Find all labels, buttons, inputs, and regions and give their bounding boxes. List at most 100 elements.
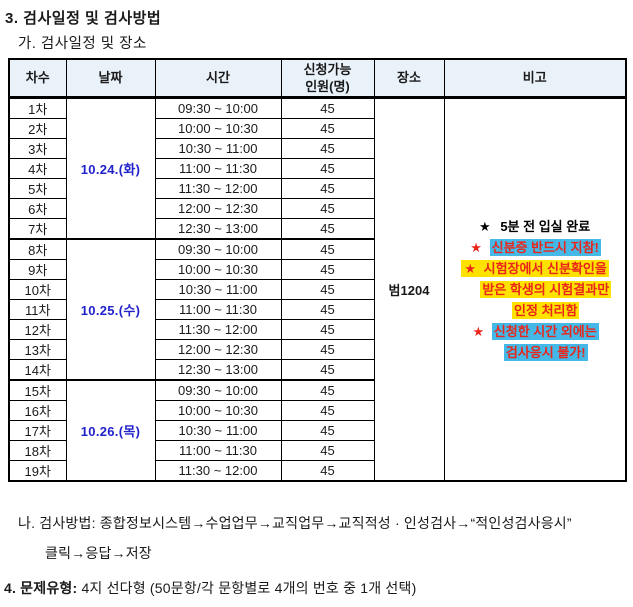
time-cell: 10:30 ~ 11:00: [154, 278, 282, 300]
date-cell: 10.25.(수): [65, 237, 156, 380]
capacity-cell: 45: [280, 258, 375, 280]
table-row: 1차 10.24.(화) 09:30 ~ 10:00 45 범1204 ★ 5분 전 입실 …: [8, 96, 627, 481]
time-cell: 11:00 ~ 11:30: [154, 157, 282, 179]
round-cell: 18차: [8, 439, 67, 461]
capacity-cell: 45: [280, 338, 375, 360]
table-row: 6차 12:00 ~ 12:30 45: [8, 197, 626, 219]
remark-line: 받은 학생의 시험결과만: [445, 279, 626, 300]
time-cell: 11:30 ~ 12:00: [154, 459, 282, 481]
table-row: 17차 10:30 ~ 11:00 45: [8, 419, 626, 441]
header-remarks: 비고: [443, 58, 627, 99]
question-type-text: 4지 선다형 (50문항/각 문항별로 4개의 번호 중 1개 선택): [77, 580, 417, 596]
capacity-cell: 45: [280, 117, 375, 139]
round-cell: 16차: [8, 399, 67, 421]
time-cell: 11:30 ~ 12:00: [154, 177, 282, 199]
table-row: 14차 12:30 ~ 13:00 45: [8, 358, 626, 380]
header-location: 장소: [373, 58, 445, 99]
capacity-cell: 45: [280, 96, 375, 119]
remarks-cell: ★ 5분 전 입실 완료 ★ 신분증 반드시 지참! ★ 시험장에서 신분확인을 받은 학생…: [443, 96, 627, 481]
header-row: 차수 날짜 시간 신청가능 인원(명) 장소 비고: [8, 58, 627, 99]
time-cell: 10:00 ~ 10:30: [154, 117, 282, 139]
capacity-cell: 45: [280, 157, 375, 179]
header-time: 시간: [154, 58, 282, 99]
time-cell: 12:30 ~ 13:00: [154, 217, 282, 239]
star-icon: ★: [470, 239, 482, 255]
capacity-cell: 45: [280, 459, 375, 481]
table-row: 7차 12:30 ~ 13:00 45: [8, 217, 626, 239]
round-cell: 2차: [8, 117, 67, 139]
round-cell: 7차: [8, 217, 67, 239]
section-title: 3. 검사일정 및 검사방법: [5, 10, 162, 27]
date-cell: 10.26.(목): [65, 378, 156, 481]
time-cell: 11:00 ~ 11:30: [154, 439, 282, 461]
table-row: 5차 11:30 ~ 12:00 45: [8, 177, 626, 199]
capacity-cell: 45: [280, 137, 375, 159]
table-row: 3차 10:30 ~ 11:00 45: [8, 137, 626, 159]
round-cell: 1차: [8, 96, 67, 119]
method-line-2: 클릭→응답→저장: [45, 545, 152, 561]
star-icon: ★: [479, 218, 491, 234]
time-cell: 12:00 ~ 12:30: [154, 338, 282, 360]
time-cell: 12:00 ~ 12:30: [154, 197, 282, 219]
table-row: 18차 11:00 ~ 11:30 45: [8, 439, 626, 461]
round-cell: 19차: [8, 459, 67, 481]
round-cell: 14차: [8, 358, 67, 380]
round-cell: 13차: [8, 338, 67, 360]
round-cell: 5차: [8, 177, 67, 199]
table-row: 13차 12:00 ~ 12:30 45: [8, 338, 626, 360]
remark-text: 시험장에서 신분확인을: [483, 260, 607, 276]
table-row: 12차 11:30 ~ 12:00 45: [8, 318, 626, 340]
capacity-cell: 45: [280, 419, 375, 441]
capacity-cell: 45: [280, 298, 375, 320]
table-row: 19차 11:30 ~ 12:00 45: [8, 459, 626, 481]
capacity-cell: 45: [280, 217, 375, 239]
remark-text: 신청한 시간 외에는: [491, 322, 599, 340]
star-icon: ★: [472, 323, 485, 339]
remark-line: ★ 시험장에서 신분확인을: [445, 258, 626, 279]
header-date: 날짜: [65, 58, 156, 99]
time-cell: 09:30 ~ 10:00: [154, 378, 282, 401]
table-row: 15차 10.26.(목) 09:30 ~ 10:00 45: [8, 378, 626, 481]
time-cell: 09:30 ~ 10:00: [154, 96, 282, 119]
time-cell: 10:00 ~ 10:30: [154, 258, 282, 280]
capacity-cell: 45: [280, 358, 375, 380]
table-row: 8차 10.25.(수) 09:30 ~ 10:00 45: [8, 237, 626, 380]
header-capacity: 신청가능 인원(명): [280, 58, 375, 99]
remark-line: 인정 처리함: [445, 300, 626, 321]
schedule-table-body: 1차 10.24.(화) 09:30 ~ 10:00 45 범1204 ★ 5분 전 입실 …: [8, 96, 627, 481]
star-icon: ★: [464, 260, 476, 276]
round-cell: 3차: [8, 137, 67, 159]
capacity-cell: 45: [280, 399, 375, 421]
location-cell: 범1204: [373, 96, 445, 481]
method-section: 나. 검사방법: 종합정보시스템→수업업무→교직업무→교직적성 · 인성검사→“…: [18, 508, 572, 568]
time-cell: 11:30 ~ 12:00: [154, 318, 282, 340]
time-cell: 10:30 ~ 11:00: [154, 137, 282, 159]
schedule-table-header: 차수 날짜 시간 신청가능 인원(명) 장소 비고: [8, 58, 627, 99]
capacity-cell: 45: [280, 439, 375, 461]
round-cell: 8차: [8, 237, 67, 260]
question-type-label: 4. 문제유형:: [4, 580, 78, 596]
question-type-line: 4. 문제유형: 4지 선다형 (50문항/각 문항별로 4개의 번호 중 1개…: [4, 578, 416, 598]
capacity-cell: 45: [280, 197, 375, 219]
schedule-table: 차수 날짜 시간 신청가능 인원(명) 장소 비고 1차 10.24.(화) 09:…: [8, 58, 627, 482]
round-cell: 12차: [8, 318, 67, 340]
capacity-cell: 45: [280, 177, 375, 199]
remark-text: 인정 처리함: [512, 301, 580, 319]
date-cell: 10.24.(화): [65, 96, 156, 239]
remark-text: 신분증 반드시 지참!: [489, 238, 601, 256]
capacity-cell: 45: [280, 318, 375, 340]
time-cell: 11:00 ~ 11:30: [154, 298, 282, 320]
remark-line: ★ 신청한 시간 외에는: [445, 321, 626, 342]
round-cell: 4차: [8, 157, 67, 179]
round-cell: 10차: [8, 278, 67, 300]
round-cell: 17차: [8, 419, 67, 441]
round-cell: 11차: [8, 298, 67, 320]
capacity-cell: 45: [280, 237, 375, 260]
round-cell: 15차: [8, 378, 67, 401]
time-cell: 12:30 ~ 13:00: [154, 358, 282, 380]
capacity-cell: 45: [280, 378, 375, 401]
header-round: 차수: [8, 58, 67, 99]
remark-text: 받은 학생의 시험결과만: [480, 280, 612, 298]
time-cell: 10:30 ~ 11:00: [154, 419, 282, 441]
remark-line: ★ 신분증 반드시 지참!: [445, 237, 626, 258]
